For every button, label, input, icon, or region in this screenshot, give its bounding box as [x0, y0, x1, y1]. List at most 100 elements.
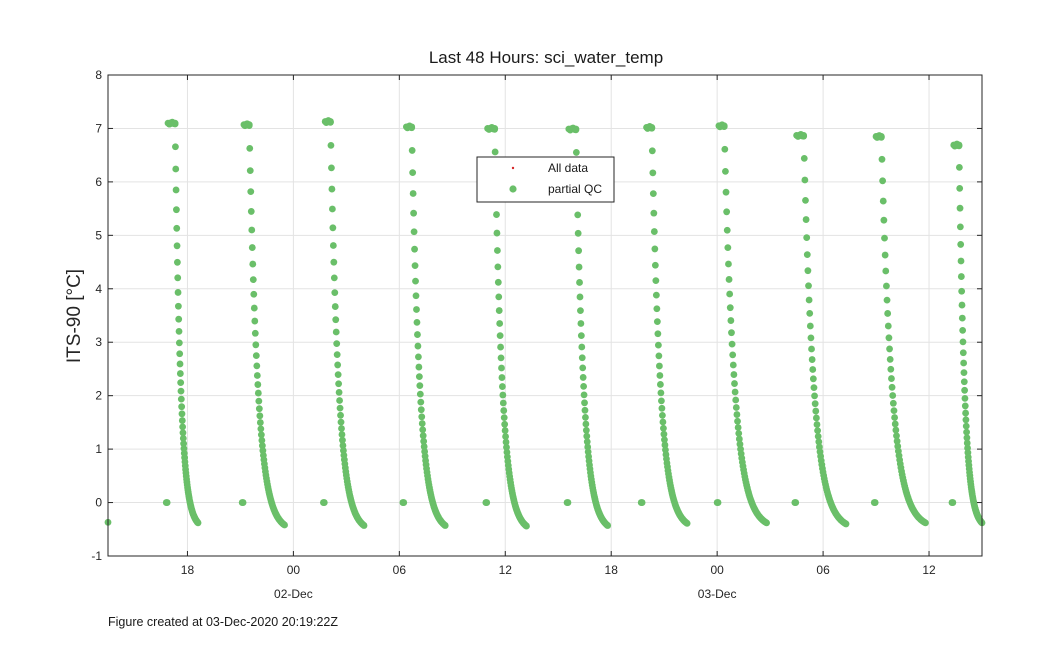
- data-point: [659, 418, 667, 426]
- data-point: [957, 257, 965, 265]
- data-point: [498, 364, 505, 372]
- x-tick-label: 18: [605, 563, 619, 577]
- data-point: [578, 343, 586, 351]
- data-point: [842, 520, 850, 528]
- data-point: [171, 119, 179, 127]
- data-point: [655, 362, 663, 370]
- data-point: [574, 229, 582, 237]
- data-point: [495, 307, 503, 314]
- data-point: [498, 383, 506, 390]
- data-point: [893, 432, 900, 440]
- data-point: [248, 226, 256, 234]
- data-point: [178, 410, 186, 418]
- data-point: [256, 419, 264, 426]
- data-point: [337, 411, 344, 419]
- data-point: [497, 354, 505, 362]
- data-point: [493, 211, 500, 218]
- data-point: [891, 420, 899, 428]
- data-point: [409, 190, 417, 197]
- data-point: [732, 404, 740, 411]
- data-point: [883, 296, 891, 304]
- data-point: [807, 334, 815, 342]
- data-point: [251, 317, 259, 325]
- data-point: [250, 304, 258, 312]
- data-point: [809, 366, 817, 373]
- data-point: [179, 434, 187, 442]
- x-date-label: 02-Dec: [274, 587, 313, 601]
- data-point: [651, 261, 659, 269]
- data-point: [327, 141, 335, 149]
- data-point: [497, 343, 504, 351]
- data-point: [499, 399, 507, 407]
- data-point: [415, 373, 423, 381]
- data-point: [583, 432, 591, 440]
- data-point: [179, 423, 187, 431]
- data-point: [803, 234, 811, 242]
- data-point: [652, 291, 660, 299]
- data-point: [723, 226, 731, 234]
- data-point: [180, 440, 188, 448]
- data-point: [414, 331, 421, 338]
- data-point: [728, 340, 736, 348]
- data-point: [493, 229, 501, 237]
- data-point: [246, 167, 254, 175]
- data-point: [332, 328, 340, 336]
- data-point: [253, 372, 261, 379]
- data-point: [653, 318, 661, 326]
- data-point: [729, 351, 737, 359]
- data-point: [801, 176, 809, 184]
- data-point: [650, 228, 658, 235]
- data-point: [659, 411, 666, 419]
- data-point: [956, 204, 964, 212]
- data-point: [879, 177, 887, 185]
- data-point: [963, 428, 970, 436]
- data-point: [888, 383, 896, 391]
- data-point: [889, 399, 897, 407]
- data-point: [320, 499, 328, 506]
- legend-marker-partial-qc: [509, 185, 517, 193]
- data-point: [255, 405, 263, 413]
- data-point: [721, 145, 729, 153]
- data-point: [584, 443, 592, 451]
- data-point: [734, 424, 742, 431]
- legend: All data partial QC: [476, 156, 615, 203]
- data-point: [498, 374, 506, 381]
- data-point: [331, 289, 339, 297]
- data-point: [327, 118, 334, 125]
- data-point: [957, 241, 965, 248]
- data-point: [173, 206, 180, 214]
- data-point: [958, 287, 966, 295]
- data-point: [441, 522, 449, 529]
- data-point: [257, 425, 265, 433]
- data-point: [328, 185, 336, 193]
- data-point: [420, 443, 428, 450]
- data-point: [960, 378, 968, 386]
- data-point: [252, 341, 260, 349]
- data-point: [246, 144, 254, 152]
- data-point: [962, 422, 970, 430]
- x-tick-label: 12: [922, 563, 936, 577]
- data-point: [763, 519, 770, 527]
- data-point: [884, 322, 892, 330]
- data-point: [732, 396, 740, 404]
- data-point: [889, 392, 897, 399]
- data-point: [245, 121, 253, 129]
- data-point: [176, 350, 184, 358]
- data-point: [339, 436, 346, 444]
- data-point: [814, 427, 821, 435]
- data-point: [491, 125, 499, 132]
- data-point: [658, 404, 666, 412]
- data-point: [806, 322, 814, 330]
- data-point: [961, 402, 969, 410]
- data-point: [257, 431, 265, 439]
- data-point: [800, 154, 808, 162]
- data-point: [572, 149, 580, 156]
- data-point: [731, 380, 738, 387]
- x-date-label: 03-Dec: [698, 587, 737, 601]
- data-point: [178, 403, 186, 411]
- data-point: [576, 279, 583, 286]
- data-point: [329, 224, 337, 232]
- data-point: [714, 499, 722, 506]
- data-point: [258, 442, 266, 450]
- data-point: [258, 437, 266, 444]
